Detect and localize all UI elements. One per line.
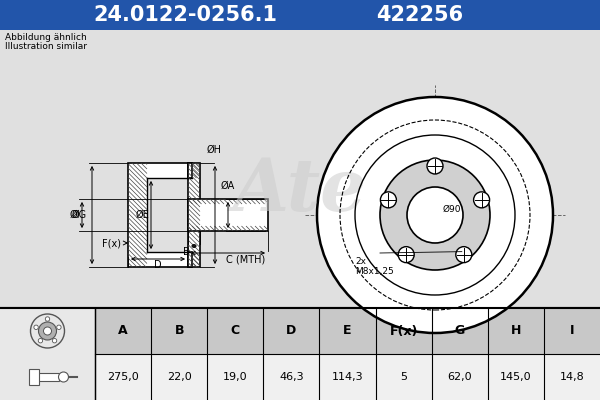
Circle shape	[398, 247, 414, 263]
Text: D: D	[286, 324, 296, 338]
Text: ØE: ØE	[135, 210, 149, 220]
Circle shape	[407, 187, 463, 243]
Bar	[29, 369, 38, 385]
Text: 275,0: 275,0	[107, 372, 139, 382]
Circle shape	[427, 158, 443, 174]
Bar	[188, 163, 200, 267]
Circle shape	[46, 317, 50, 321]
Circle shape	[57, 325, 61, 330]
Text: ØI: ØI	[70, 210, 80, 220]
Text: 114,3: 114,3	[332, 372, 364, 382]
Circle shape	[59, 372, 68, 382]
Text: 46,3: 46,3	[279, 372, 304, 382]
Circle shape	[31, 314, 65, 348]
Text: E: E	[343, 324, 352, 338]
Text: C: C	[231, 324, 240, 338]
Text: 145,0: 145,0	[500, 372, 532, 382]
Bar	[0, 308, 600, 400]
Text: B: B	[182, 247, 190, 257]
Circle shape	[380, 160, 490, 270]
Bar	[0, 308, 600, 400]
Text: ØH: ØH	[206, 145, 221, 155]
Bar	[0, 308, 95, 400]
Text: 24.0122-0256.1: 24.0122-0256.1	[93, 5, 277, 25]
Circle shape	[52, 338, 57, 343]
Text: I: I	[569, 324, 574, 338]
Text: B: B	[175, 324, 184, 338]
Circle shape	[456, 247, 472, 263]
Text: A: A	[118, 324, 128, 338]
Text: Ø90: Ø90	[443, 204, 461, 214]
Text: 5: 5	[400, 372, 407, 382]
Text: G: G	[455, 324, 465, 338]
Bar	[147, 178, 192, 252]
Circle shape	[380, 192, 397, 208]
Text: Abbildung ähnlich: Abbildung ähnlich	[5, 33, 87, 42]
Bar	[188, 252, 192, 267]
Text: ØA: ØA	[221, 181, 235, 191]
Text: 62,0: 62,0	[448, 372, 472, 382]
Text: F(x): F(x)	[389, 324, 418, 338]
Circle shape	[38, 338, 43, 343]
Text: Ate: Ate	[233, 154, 367, 226]
Text: F(x): F(x)	[102, 238, 121, 248]
Text: 2x
M8x1,25: 2x M8x1,25	[355, 257, 394, 276]
Bar	[188, 163, 192, 178]
Text: H: H	[511, 324, 521, 338]
Text: ØG: ØG	[72, 210, 87, 220]
Bar	[95, 354, 600, 400]
Circle shape	[317, 97, 553, 333]
Text: D: D	[154, 260, 162, 270]
Text: 14,8: 14,8	[560, 372, 584, 382]
Bar	[0, 30, 600, 308]
Circle shape	[34, 325, 38, 330]
Text: C (MTH): C (MTH)	[226, 254, 266, 264]
Circle shape	[38, 322, 56, 340]
Bar	[128, 163, 192, 267]
Bar	[0, 0, 600, 30]
Bar	[37, 373, 59, 381]
Text: 22,0: 22,0	[167, 372, 191, 382]
Text: 19,0: 19,0	[223, 372, 248, 382]
Bar	[188, 199, 268, 231]
Text: 422256: 422256	[376, 5, 464, 25]
Text: Illustration similar: Illustration similar	[5, 42, 87, 51]
Bar	[95, 308, 600, 354]
Circle shape	[44, 327, 52, 335]
Circle shape	[473, 192, 490, 208]
